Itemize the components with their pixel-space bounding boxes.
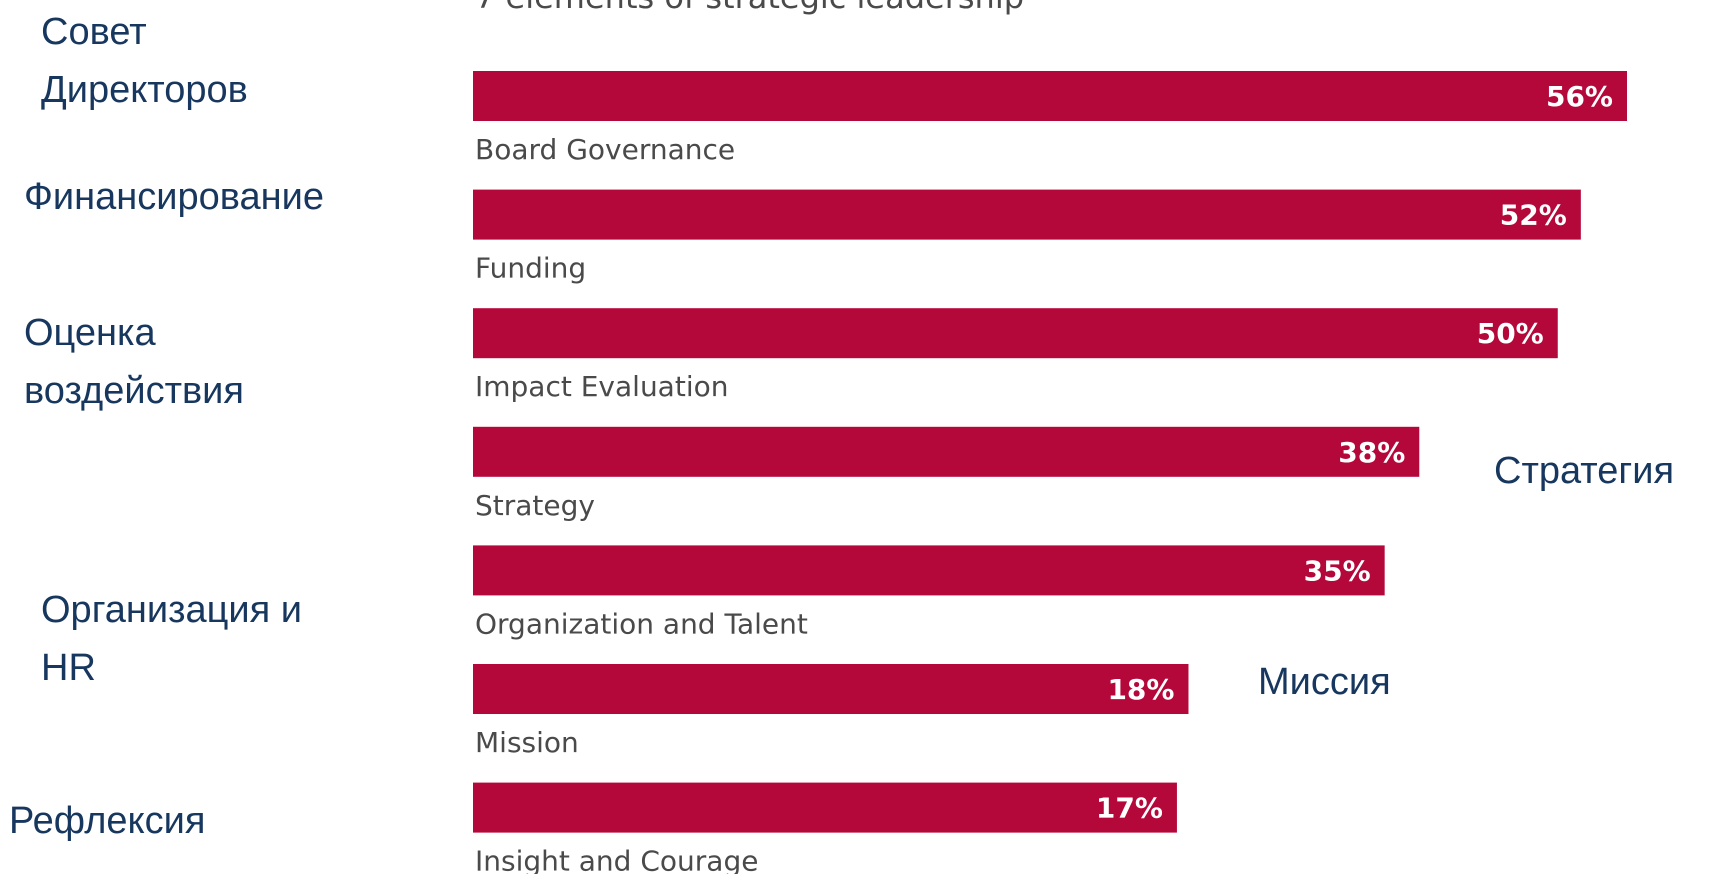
category-label: Board Governance [475,133,735,166]
value-label: 35% [1304,554,1371,587]
bar [473,308,1558,359]
bar [473,71,1627,121]
annotation: Финансирование [24,176,324,218]
bar [473,189,1581,240]
category-label: Funding [475,252,586,285]
category-label: Mission [475,726,579,759]
value-label: 18% [1107,673,1174,706]
value-label: 38% [1338,436,1405,469]
annotation: Стратегия [1494,450,1674,492]
annotation: HR [41,647,96,689]
value-label: 52% [1500,199,1567,232]
value-label: 17% [1096,792,1163,825]
category-label: Insight and Courage [475,845,758,874]
value-label: 50% [1477,317,1544,350]
value-label: 56% [1546,80,1613,113]
annotation: Директоров [41,69,248,111]
annotation: воздействия [24,370,244,412]
bar [473,426,1420,477]
annotation: Организация и [41,589,302,631]
bar [473,782,1177,833]
annotation: Оценка [24,312,156,354]
bar [473,664,1189,714]
annotation: Рефлексия [9,800,205,842]
annotation: Миссия [1258,661,1391,703]
chart-title: 7 elements of strategic leadership [475,0,1024,16]
annotation: Совет [41,11,147,53]
category-label: Impact Evaluation [475,370,728,403]
category-label: Strategy [475,489,595,522]
bar [473,545,1385,596]
category-label: Organization and Talent [475,607,808,640]
